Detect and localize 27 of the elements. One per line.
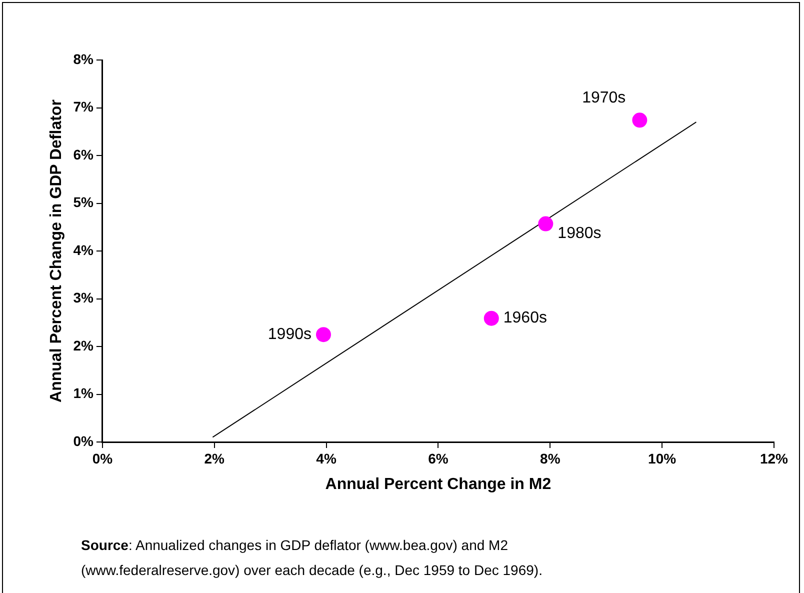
x-tick-label: 12%: [760, 450, 789, 466]
y-tick-label: 5%: [73, 194, 94, 210]
point: [632, 112, 648, 128]
x-tick-label: 2%: [204, 450, 226, 466]
point: [484, 310, 499, 326]
y-tick-label: 2%: [73, 337, 94, 354]
x-axis-title: Annual Percent Change in M2: [325, 476, 552, 493]
annotation: 1980s: [558, 225, 602, 242]
source-note: Source: Annualized changes in GDP deflator (www.bea.gov) and M2 (www.federalreserve.gov) over each decade (e.g., Dec 1959 to Dec 1969).: [81, 536, 544, 580]
y-tick-label: 8%: [73, 50, 94, 67]
annotation: 1970s: [582, 90, 626, 107]
y-tick-label: 0%: [73, 432, 94, 449]
x-tick-label: 6%: [428, 450, 449, 466]
annotation: 1960s: [503, 310, 547, 327]
point: [538, 216, 554, 232]
y-tick-label: 3%: [73, 290, 94, 306]
point: [316, 327, 331, 342]
y-tick-label: 7%: [73, 98, 94, 115]
x-tick-label: 10%: [648, 450, 677, 466]
x-tick-label: 8%: [540, 450, 561, 466]
y-axis-title: Annual Percent Change in GDP Deflator: [48, 100, 66, 402]
y-tick-label: 4%: [73, 242, 94, 258]
annotation: 1990s: [268, 326, 312, 343]
x-tick-label: 4%: [316, 450, 337, 466]
y-tick-label: 6%: [73, 146, 94, 162]
y-tick-label: 1%: [73, 385, 94, 402]
x-tick-label: 0%: [92, 450, 114, 466]
